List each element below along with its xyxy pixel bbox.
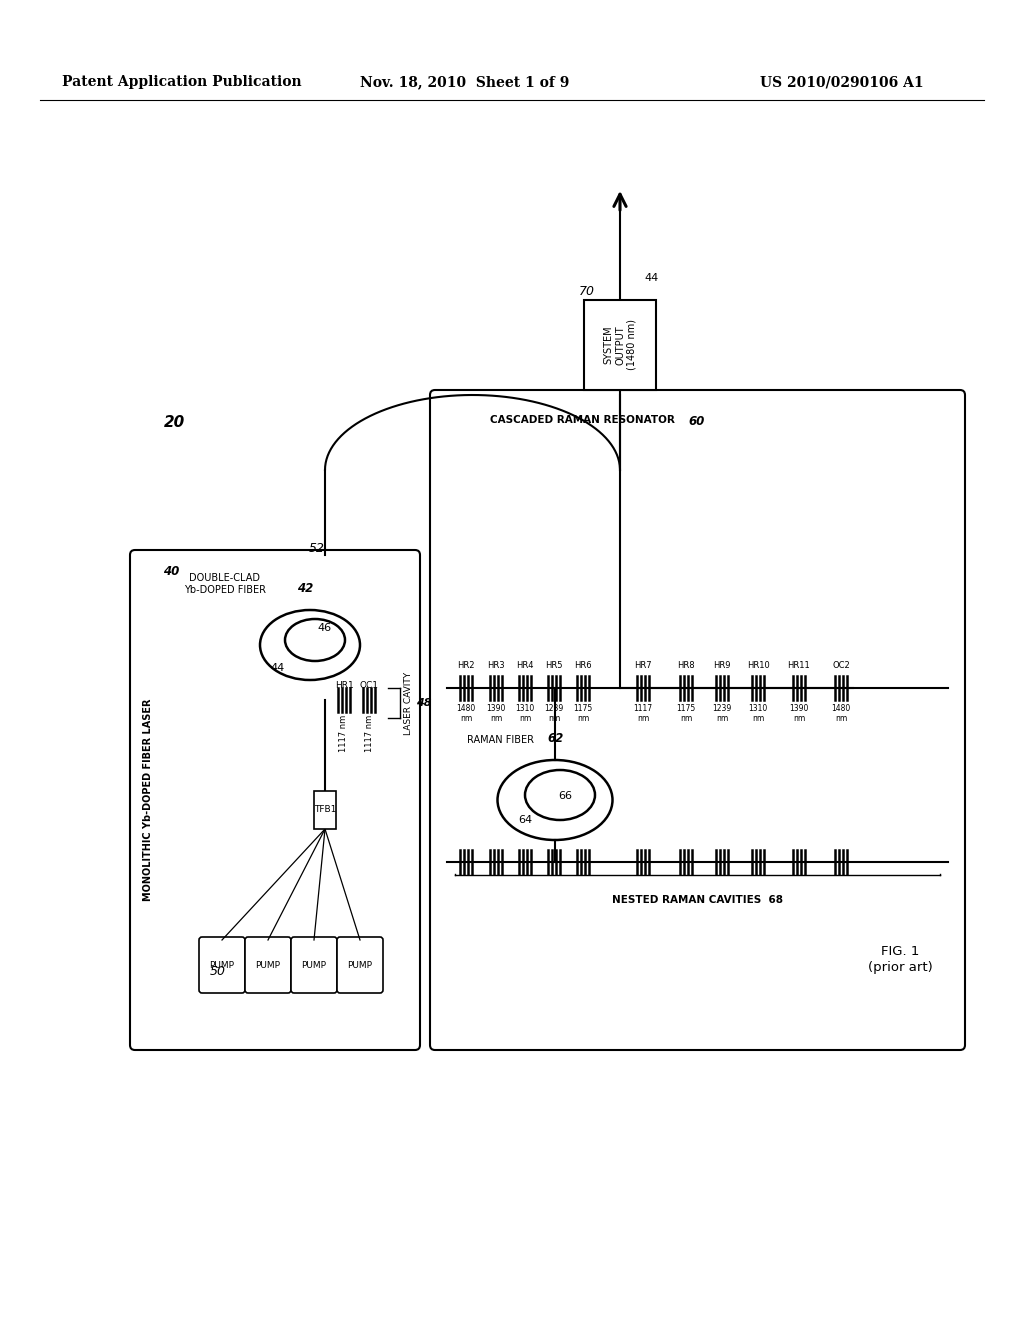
Text: HR10: HR10: [746, 661, 769, 671]
Text: HR5: HR5: [545, 661, 563, 671]
Text: 46: 46: [317, 623, 332, 634]
Text: 1390
nm: 1390 nm: [790, 704, 809, 723]
Text: HR1: HR1: [335, 681, 353, 689]
Text: 40: 40: [163, 565, 179, 578]
Text: 1239
nm: 1239 nm: [545, 704, 563, 723]
Text: 1117
nm: 1117 nm: [634, 704, 652, 723]
Text: 44: 44: [271, 663, 285, 673]
Text: 70: 70: [579, 285, 595, 298]
Text: HR11: HR11: [787, 661, 810, 671]
Text: HR6: HR6: [574, 661, 592, 671]
Text: HR2: HR2: [458, 661, 475, 671]
FancyBboxPatch shape: [245, 937, 291, 993]
Text: Patent Application Publication: Patent Application Publication: [62, 75, 302, 88]
Text: 1390
nm: 1390 nm: [486, 704, 506, 723]
Text: 1117 nm: 1117 nm: [365, 715, 374, 752]
FancyBboxPatch shape: [130, 550, 420, 1049]
Text: 64: 64: [518, 814, 532, 825]
Text: HR9: HR9: [714, 661, 731, 671]
Text: HR4: HR4: [516, 661, 534, 671]
Text: FIG. 1
(prior art): FIG. 1 (prior art): [867, 945, 933, 974]
Text: OC1: OC1: [359, 681, 379, 689]
Text: OC2: OC2: [833, 661, 850, 671]
Text: RAMAN FIBER: RAMAN FIBER: [467, 735, 534, 744]
Text: HR8: HR8: [677, 661, 695, 671]
Text: 42: 42: [297, 582, 313, 595]
FancyBboxPatch shape: [337, 937, 383, 993]
Text: 1239
nm: 1239 nm: [713, 704, 731, 723]
Text: LASER CAVITY: LASER CAVITY: [404, 672, 413, 734]
FancyBboxPatch shape: [199, 937, 245, 993]
Bar: [314, 791, 336, 829]
Text: Nov. 18, 2010  Sheet 1 of 9: Nov. 18, 2010 Sheet 1 of 9: [360, 75, 569, 88]
Text: 52: 52: [309, 543, 325, 554]
Text: PUMP: PUMP: [301, 961, 327, 969]
Text: 20: 20: [165, 414, 185, 430]
Text: 48: 48: [416, 698, 431, 708]
Bar: [584, 300, 656, 389]
Text: NESTED RAMAN CAVITIES  68: NESTED RAMAN CAVITIES 68: [612, 895, 783, 906]
Text: 1310
nm: 1310 nm: [749, 704, 768, 723]
Text: MONOLITHIC Yb-DOPED FIBER LASER: MONOLITHIC Yb-DOPED FIBER LASER: [143, 698, 153, 902]
Text: 66: 66: [558, 791, 572, 801]
Text: PUMP: PUMP: [210, 961, 234, 969]
Text: 1480
nm: 1480 nm: [457, 704, 475, 723]
Text: PUMP: PUMP: [347, 961, 373, 969]
FancyBboxPatch shape: [430, 389, 965, 1049]
Text: TFB1: TFB1: [313, 805, 336, 814]
Text: CASCADED RAMAN RESONATOR: CASCADED RAMAN RESONATOR: [490, 414, 675, 425]
FancyBboxPatch shape: [291, 937, 337, 993]
Text: US 2010/0290106 A1: US 2010/0290106 A1: [760, 75, 924, 88]
Text: PUMP: PUMP: [256, 961, 281, 969]
Text: 1310
nm: 1310 nm: [515, 704, 535, 723]
Text: 62: 62: [547, 733, 563, 744]
Text: 50: 50: [210, 965, 226, 978]
Text: 60: 60: [688, 414, 705, 428]
Text: 1175
nm: 1175 nm: [573, 704, 593, 723]
Text: 1175
nm: 1175 nm: [677, 704, 695, 723]
Text: 44: 44: [645, 273, 659, 282]
Text: SYSTEM
OUTPUT
(1480 nm): SYSTEM OUTPUT (1480 nm): [603, 319, 637, 371]
Text: 1117 nm: 1117 nm: [340, 715, 348, 752]
Text: DOUBLE-CLAD
Yb-DOPED FIBER: DOUBLE-CLAD Yb-DOPED FIBER: [184, 573, 266, 595]
Text: HR7: HR7: [634, 661, 652, 671]
Text: 1480
nm: 1480 nm: [831, 704, 851, 723]
Text: HR3: HR3: [487, 661, 505, 671]
